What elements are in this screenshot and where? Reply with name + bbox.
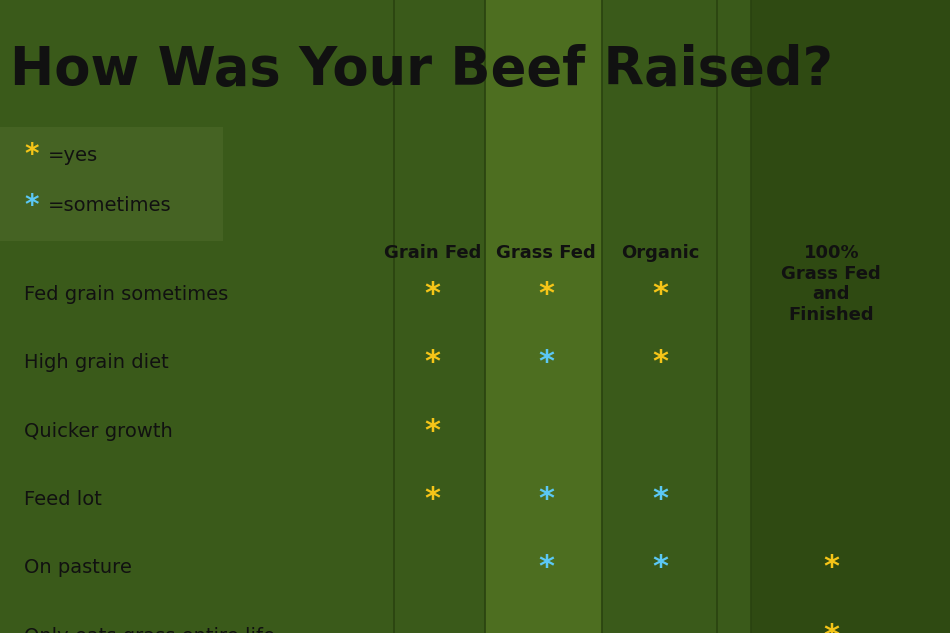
- Bar: [602, 0, 717, 633]
- Text: *: *: [539, 485, 554, 514]
- Text: High grain diet: High grain diet: [24, 353, 168, 372]
- Text: Only eats grass entire life: Only eats grass entire life: [24, 627, 275, 633]
- Text: How Was Your Beef Raised?: How Was Your Beef Raised?: [10, 44, 832, 96]
- Text: *: *: [824, 622, 839, 633]
- Text: *: *: [539, 280, 554, 309]
- Bar: [394, 0, 484, 633]
- Text: *: *: [425, 348, 440, 377]
- Text: *: *: [425, 417, 440, 446]
- Text: 100%
Grass Fed
and
Finished: 100% Grass Fed and Finished: [781, 244, 882, 324]
- Text: *: *: [653, 348, 668, 377]
- Text: Grain Fed: Grain Fed: [384, 244, 481, 261]
- Bar: [0, 127, 223, 241]
- Text: Grass Fed: Grass Fed: [496, 244, 597, 261]
- Text: *: *: [824, 553, 839, 582]
- Text: *: *: [539, 553, 554, 582]
- Text: =sometimes: =sometimes: [48, 196, 171, 215]
- Text: *: *: [653, 553, 668, 582]
- Text: *: *: [24, 192, 39, 220]
- Text: Organic: Organic: [621, 244, 699, 261]
- Bar: [484, 0, 602, 633]
- Text: *: *: [653, 280, 668, 309]
- Text: *: *: [653, 485, 668, 514]
- Text: Feed lot: Feed lot: [24, 490, 102, 509]
- Text: *: *: [425, 485, 440, 514]
- Text: On pasture: On pasture: [24, 558, 132, 577]
- Text: *: *: [539, 348, 554, 377]
- Bar: [750, 0, 950, 633]
- Text: Quicker growth: Quicker growth: [24, 422, 173, 441]
- Text: Fed grain sometimes: Fed grain sometimes: [24, 285, 228, 304]
- Text: *: *: [24, 141, 39, 169]
- Text: *: *: [425, 280, 440, 309]
- Text: =yes: =yes: [48, 146, 98, 165]
